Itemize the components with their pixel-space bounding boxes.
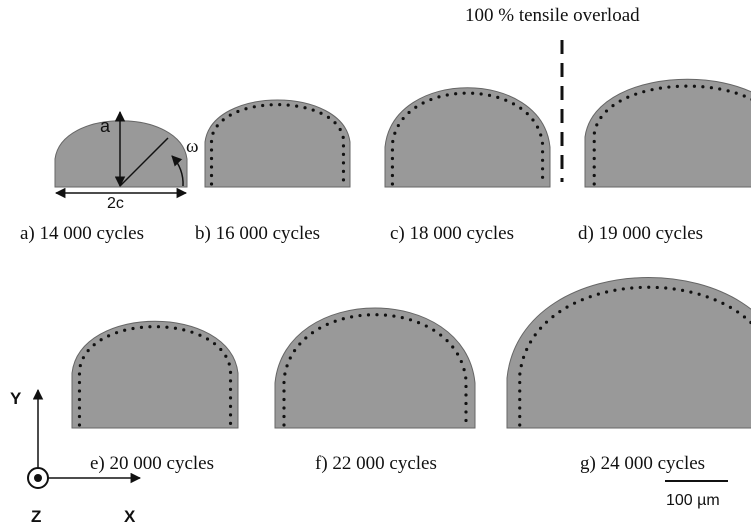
angle-label: ω [186,136,199,157]
x-axis-label: X [124,507,136,525]
crack-shape [204,99,351,188]
overload-label: 100 % tensile overload [465,5,640,26]
panel-label: d) 19 000 cycles [578,223,703,244]
crack-front-dots [77,325,233,427]
angle-arrow [171,155,184,187]
crack-shape [71,320,239,429]
crack-front-dots [518,285,751,427]
panel-label: c) 18 000 cycles [390,223,514,244]
crack-shape [54,120,188,188]
crack-front-dots [282,313,468,427]
z-axis-label: Z [31,507,41,525]
crack-front-dots [390,91,545,186]
crack-front-dots [592,84,751,186]
radius-line [119,137,169,187]
crack-shape [384,87,551,188]
panel-label: a) 14 000 cycles [20,223,144,244]
panel-label: e) 20 000 cycles [90,453,214,474]
crack-front-dots [209,103,346,186]
depth-label: a [100,116,111,136]
width-label: 2c [107,195,124,212]
y-axis-label: Y [10,389,22,408]
scale-bar-label: 100 µm [666,492,720,509]
crack-shape [274,307,476,429]
crack-shape [506,277,751,429]
z-axis-dot [34,474,42,482]
panel-label: f) 22 000 cycles [315,453,437,474]
panel-label: g) 24 000 cycles [580,453,705,474]
crack-shape [584,78,751,188]
panel-label: b) 16 000 cycles [195,223,320,244]
